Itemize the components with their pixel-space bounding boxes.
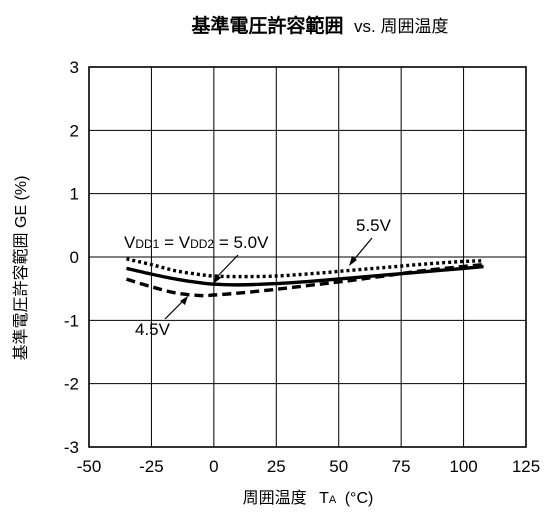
annotation-5v5: 5.5V [356,216,392,235]
y-tick-labels: -3 -2 -1 0 1 2 3 [64,58,79,457]
y-tick-label: -3 [64,438,79,457]
x-tick-label: 125 [512,457,540,476]
annotation-4v5: 4.5V [135,320,171,339]
annotation-4v5-arrowhead [180,296,188,305]
x-tick-labels: -50 -25 0 25 50 75 100 125 [77,457,540,476]
y-tick-label: -2 [64,375,79,394]
annotation-5v5-leader [351,237,373,263]
series-line-5v5 [126,257,484,279]
annotation-5v5-arrowhead [349,256,357,266]
x-tick-label: 0 [209,457,218,476]
x-tick-label: -25 [139,457,164,476]
annotation-5v0: VDD1 = VDD2 = 5.0V [124,233,269,252]
chart-title: 基準電圧許容範囲 vs. 周囲温度 [191,14,449,37]
y-tick-label: 1 [70,185,79,204]
chart-title-vs: vs. 周囲温度 [354,17,448,36]
y-tick-label: 0 [70,248,79,267]
series-line-5v0 [126,264,484,287]
y-tick-label: 3 [70,58,79,77]
plot-frame [88,66,527,448]
x-tick-label: 100 [449,457,477,476]
annotation-4v5-leader [164,298,186,320]
y-axis-label: 基準電圧許容範囲 GE (%) [12,176,30,361]
series-group [125,257,484,298]
x-tick-label: 50 [329,457,348,476]
y-tick-label: -1 [64,311,79,330]
x-axis-label: 周囲温度 TA (°C) [243,489,374,507]
annotation-5v0-arrowhead [213,274,221,284]
grid [89,67,526,447]
x-tick-label: 75 [392,457,411,476]
annotations: VDD1 = VDD2 = 5.0V 5.5V 4.5V [124,216,392,339]
chart-title-main: 基準電圧許容範囲 [191,14,344,37]
y-tick-label: 2 [70,121,79,140]
x-tick-label: 25 [267,457,286,476]
x-tick-label: -50 [77,457,102,476]
